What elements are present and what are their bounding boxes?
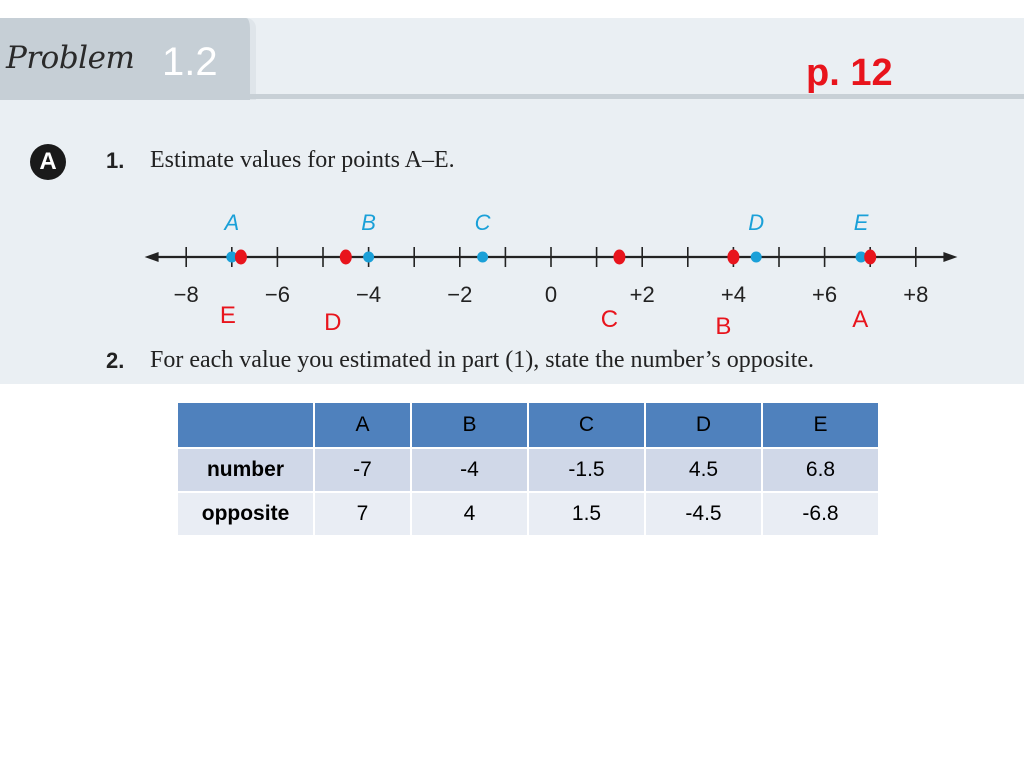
row-label: opposite (176, 491, 315, 537)
opposite-point-label: D (324, 309, 341, 336)
row-label: number (176, 447, 315, 493)
tick-label: +6 (812, 282, 837, 307)
table-cell: -1.5 (527, 447, 646, 493)
book-point-label: D (748, 210, 764, 235)
panel-top-margin (0, 0, 1024, 18)
book-point-label: A (222, 210, 239, 235)
opposite-point (727, 249, 740, 265)
tick-label: +8 (903, 282, 928, 307)
header-cell-b: B (410, 401, 529, 449)
textbook-panel: Problem 1.2 A 1. Estimate values for poi… (0, 0, 1024, 384)
book-point-label: E (854, 210, 869, 235)
problem-number: 1.2 (162, 40, 218, 84)
tick-label: −4 (356, 282, 381, 307)
header-cell-blank (176, 401, 315, 449)
tick-label: +4 (721, 282, 746, 307)
number-line: −8 −6 −4 −2 0 +2 +4 +6 +8 A B C D E E D C B A (144, 210, 958, 340)
header-rule (250, 94, 1024, 99)
table-cell: -6.8 (761, 491, 880, 537)
tick-label: −6 (265, 282, 290, 307)
opposite-point (234, 249, 247, 265)
page-reference: p. 12 (806, 52, 893, 94)
table-cell: -4.5 (644, 491, 763, 537)
table-cell: -7 (313, 447, 412, 493)
right-arrow-icon (943, 252, 958, 262)
table-row-number: number -7 -4 -1.5 4.5 6.8 (176, 447, 880, 493)
question-1-number: 1. (106, 148, 125, 173)
left-arrow-icon (144, 252, 159, 262)
question-2-text: For each value you estimated in part (1)… (150, 347, 815, 373)
opposite-point-label: A (852, 306, 868, 333)
part-badge: A (30, 144, 66, 180)
book-point (226, 251, 238, 263)
book-point (363, 251, 375, 263)
tick-label: +2 (630, 282, 655, 307)
question-2-number: 2. (106, 348, 125, 373)
opposite-point-label: C (601, 306, 618, 333)
header-cell-a: A (313, 401, 412, 449)
table-header-row: A B C D E (176, 401, 880, 449)
table-cell: 1.5 (527, 491, 646, 537)
question-1-text: Estimate values for points A–E. (150, 147, 455, 173)
opposite-point (864, 249, 877, 265)
tick-label: −2 (447, 282, 472, 307)
problem-word: Problem (6, 40, 135, 76)
book-point (855, 251, 867, 263)
opposites-table: A B C D E number -7 -4 -1.5 4.5 6.8 oppo… (176, 401, 880, 537)
table-cell: 4 (410, 491, 529, 537)
tick-label: 0 (545, 282, 557, 307)
table-cell: 6.8 (761, 447, 880, 493)
book-point (477, 251, 489, 263)
header-cell-d: D (644, 401, 763, 449)
table-cell: 4.5 (644, 447, 763, 493)
tick-label: −8 (174, 282, 199, 307)
opposite-point-label: E (220, 302, 236, 329)
book-point (750, 251, 762, 263)
opposite-point (339, 249, 352, 265)
header-cell-c: C (527, 401, 646, 449)
header-cell-e: E (761, 401, 880, 449)
table-cell: 7 (313, 491, 412, 537)
table-row-opposite: opposite 7 4 1.5 -4.5 -6.8 (176, 491, 880, 537)
opposite-point-label: B (715, 313, 731, 340)
book-point-label: C (475, 210, 491, 235)
book-point-label: B (361, 210, 376, 235)
opposite-point (613, 249, 626, 265)
problem-tab (0, 18, 256, 100)
table-cell: -4 (410, 447, 529, 493)
